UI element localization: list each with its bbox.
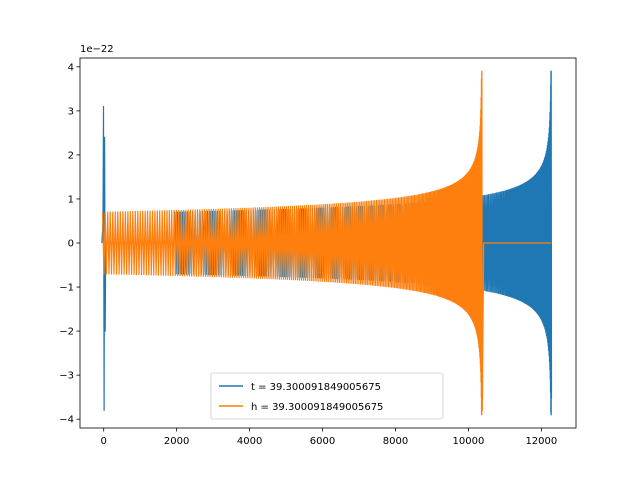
y-tick-label: 3 [68,106,74,117]
series-line-h [102,70,552,416]
y-tick-label: 1 [68,194,74,205]
x-axis: 0 2000 4000 6000 8000 10000 12000 [101,428,557,447]
y-axis: −4 −3 −2 −1 0 1 2 3 4 [59,62,80,426]
x-tick-label: 10000 [453,436,485,447]
x-tick-label: 0 [101,436,107,447]
y-offset-text: 1e−22 [80,44,114,55]
x-tick-label: 2000 [164,436,189,447]
legend-label: t = 39.300091849005675 [251,382,381,393]
y-tick-label: 0 [68,239,74,250]
y-tick-label: −4 [59,415,74,426]
y-tick-label: 2 [68,150,74,161]
y-tick-label: −3 [59,371,74,382]
y-tick-label: −1 [59,283,74,294]
plot-area [101,70,553,416]
legend-label: h = 39.300091849005675 [251,402,383,413]
legend: t = 39.300091849005675 h = 39.30009184900… [210,372,444,420]
y-tick-label: −2 [59,327,74,338]
x-tick-label: 8000 [383,436,408,447]
x-tick-label: 6000 [310,436,335,447]
x-tick-label: 4000 [237,436,262,447]
x-tick-label: 12000 [525,436,557,447]
legend-box [210,372,444,420]
y-tick-label: 4 [68,62,74,73]
